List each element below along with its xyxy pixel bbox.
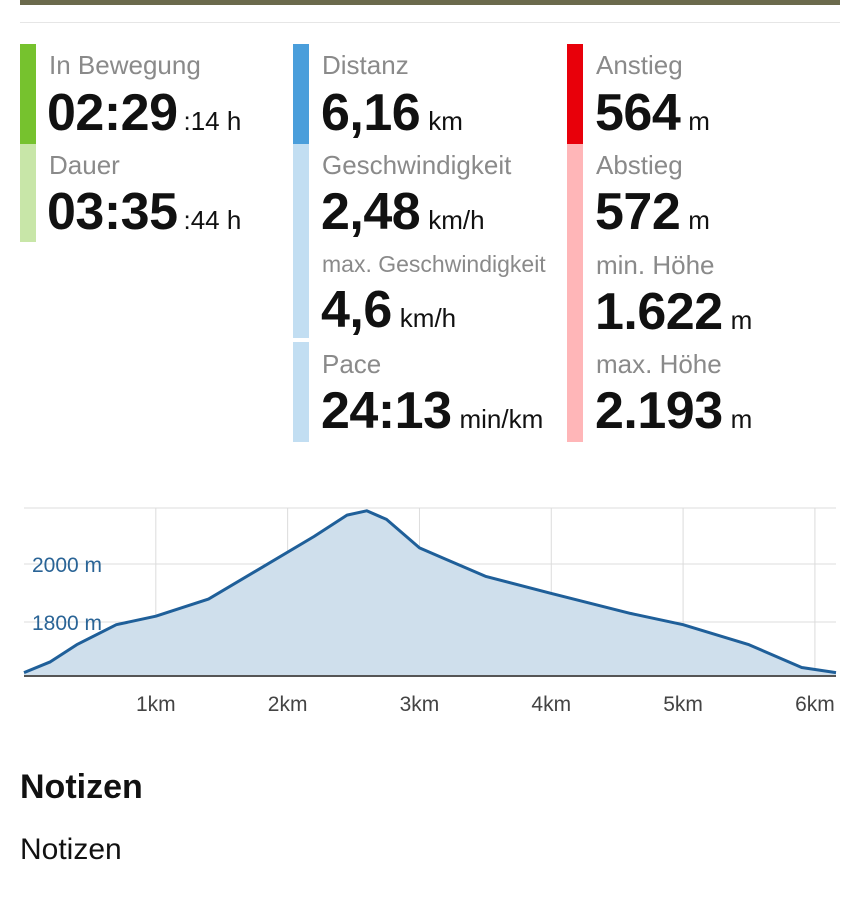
distance-value: 6,16 km <box>321 87 463 139</box>
ascent-value: 564 m <box>595 87 710 139</box>
elevation-area <box>24 510 836 676</box>
speed-label: Geschwindigkeit <box>322 150 512 180</box>
max-speed-unit: km/h <box>399 303 457 333</box>
moving-time: 02:29 <box>47 84 178 142</box>
moving-unit: :14 h <box>183 106 242 136</box>
moving-color-bar <box>20 44 36 144</box>
x-tick-label: 6km <box>795 693 835 716</box>
x-tick-label: 2km <box>268 693 308 716</box>
elevation-profile-chart[interactable]: 1km 2km 3km 4km 5km 6km 1800 m 2000 m <box>0 498 860 728</box>
pace-label: Pace <box>322 349 382 379</box>
pace-value: 24:13 min/km <box>321 385 543 437</box>
min-altitude-value: 1.622 m <box>595 286 752 338</box>
notes-text[interactable]: Notizen <box>20 833 122 866</box>
duration-value: 03:35:44 h <box>47 186 241 238</box>
max-altitude-label: max. Höhe <box>596 349 722 379</box>
max-speed-value: 4,6 km/h <box>321 284 456 336</box>
ascent-color-bar <box>567 44 583 144</box>
max-altitude-unit: m <box>730 404 753 434</box>
x-tick-label: 4km <box>531 693 571 716</box>
descent-unit: m <box>688 205 710 235</box>
duration-label: Dauer <box>49 150 120 180</box>
speed-number: 2,48 <box>321 183 421 241</box>
speed-color-bar <box>293 144 309 338</box>
x-tick-label: 5km <box>663 693 703 716</box>
header-divider-bar <box>20 0 840 5</box>
pace-number: 24:13 <box>321 382 452 440</box>
descent-label: Abstieg <box>596 150 683 180</box>
y-tick-label: 2000 m <box>32 554 102 577</box>
x-tick-label: 3km <box>400 693 440 716</box>
separator-line <box>20 22 840 23</box>
descent-number: 572 <box>595 183 681 241</box>
moving-value: 02:29:14 h <box>47 87 241 139</box>
distance-label: Distanz <box>322 50 409 80</box>
descent-color-bar <box>567 144 583 442</box>
min-altitude-unit: m <box>730 305 753 335</box>
duration-color-bar <box>20 144 36 242</box>
speed-unit: km/h <box>428 205 485 235</box>
moving-label: In Bewegung <box>49 50 201 80</box>
min-altitude-label: min. Höhe <box>596 250 715 280</box>
descent-value: 572 m <box>595 186 710 238</box>
y-tick-label: 1800 m <box>32 612 102 635</box>
max-speed-number: 4,6 <box>321 281 392 339</box>
pace-color-bar <box>293 342 309 442</box>
duration-unit: :44 h <box>183 205 242 235</box>
pace-unit: min/km <box>459 404 544 434</box>
ascent-label: Anstieg <box>596 50 683 80</box>
max-altitude-value: 2.193 m <box>595 385 752 437</box>
distance-color-bar <box>293 44 309 144</box>
duration-time: 03:35 <box>47 183 178 241</box>
notes-heading: Notizen <box>20 768 143 806</box>
distance-number: 6,16 <box>321 84 421 142</box>
min-altitude-number: 1.622 <box>595 283 723 341</box>
speed-value: 2,48 km/h <box>321 186 485 238</box>
ascent-number: 564 <box>595 84 681 142</box>
x-tick-label: 1km <box>136 693 176 716</box>
distance-unit: km <box>428 106 463 136</box>
elevation-line <box>23 509 837 675</box>
ascent-unit: m <box>688 106 710 136</box>
max-speed-label: max. Geschwindigkeit <box>322 251 546 277</box>
max-altitude-number: 2.193 <box>595 382 723 440</box>
